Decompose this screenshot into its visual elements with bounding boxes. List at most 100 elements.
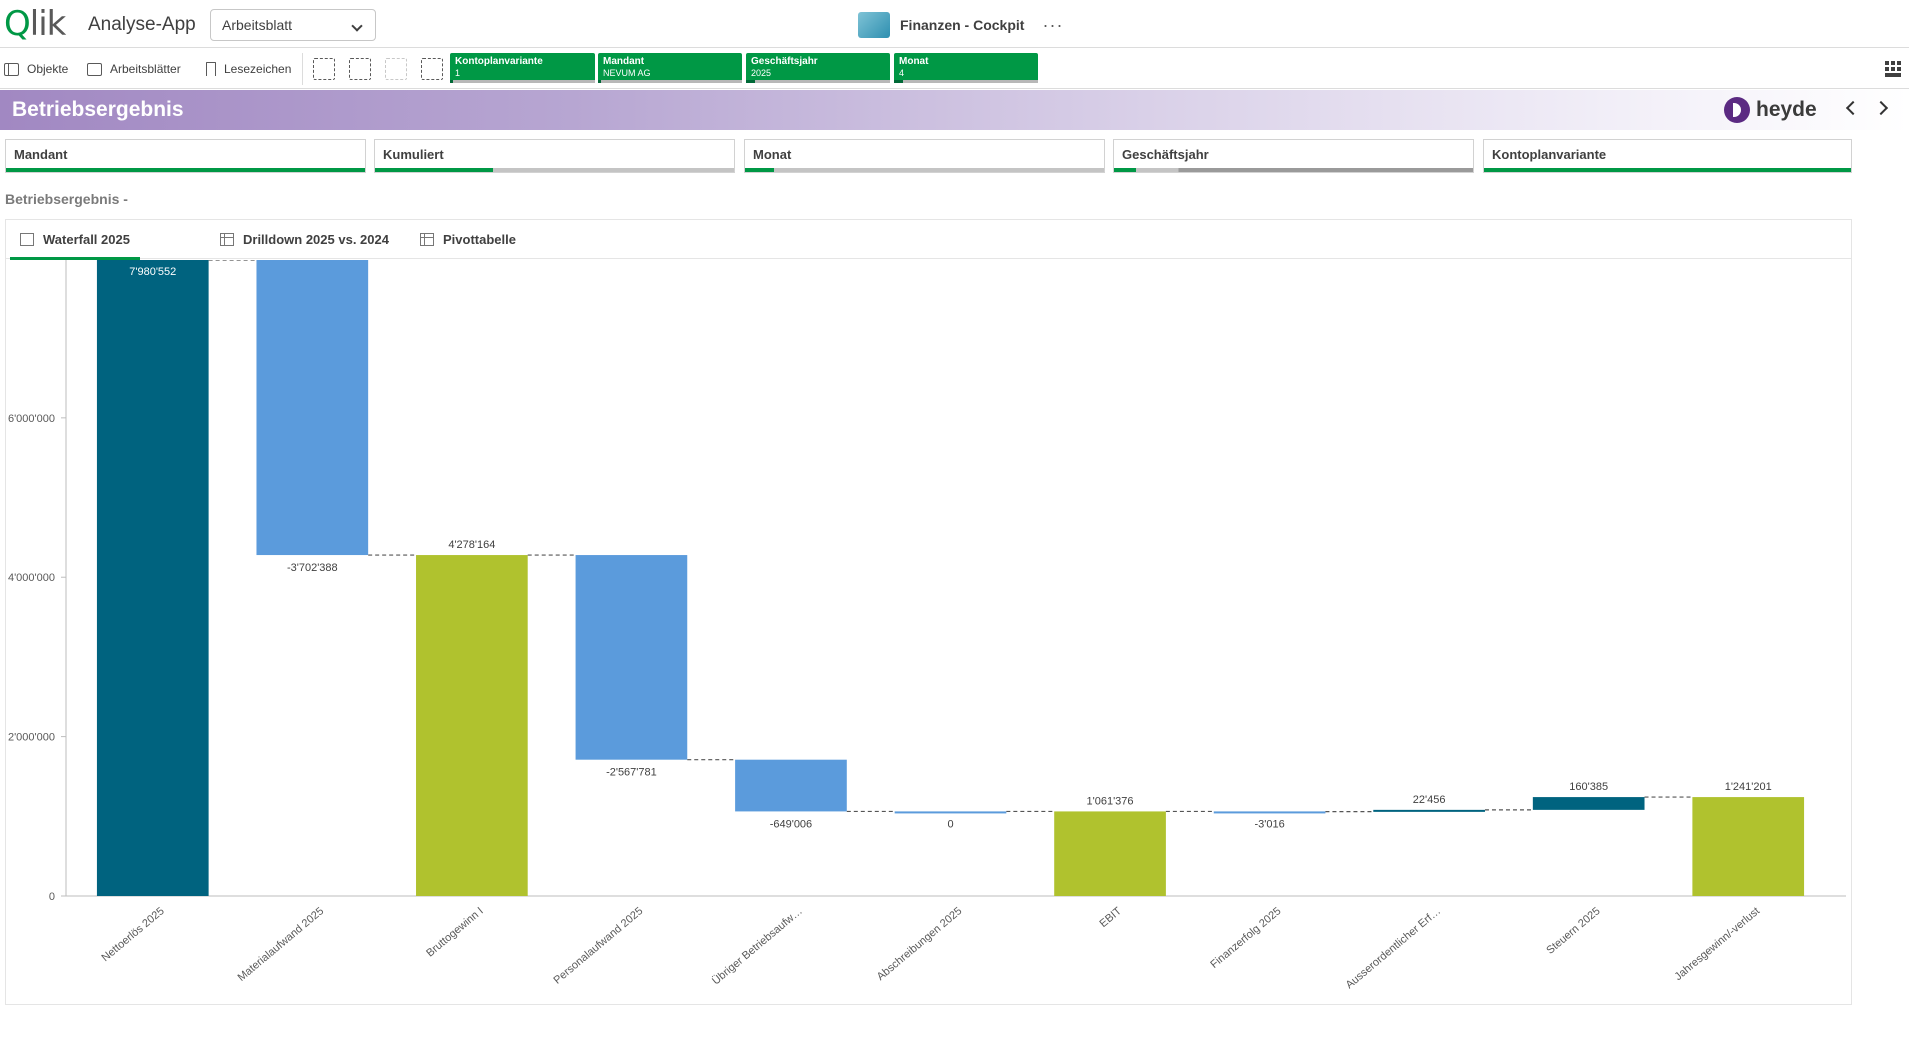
next-sheet-icon[interactable] xyxy=(1873,100,1889,116)
filter-label: Monat xyxy=(753,147,792,162)
category-label: Personalaufwand 2025 xyxy=(551,905,645,987)
bar-value-label: -649'006 xyxy=(770,818,812,830)
category-label: Jahresgewinn/-verlust xyxy=(1672,905,1762,983)
chip-state-bar xyxy=(746,80,890,83)
filter-pane-kumuliert[interactable]: Kumuliert xyxy=(374,139,735,173)
y-tick-label: 0 xyxy=(49,891,55,903)
waterfall-bar xyxy=(96,260,209,896)
selection-chip-monat[interactable]: Monat 4 xyxy=(894,53,1038,83)
filter-label: Kumuliert xyxy=(383,147,444,162)
filter-label: Geschäftsjahr xyxy=(1122,147,1209,162)
bookmarks-button[interactable]: Lesezeichen xyxy=(206,59,291,79)
clear-selections-icon[interactable] xyxy=(421,58,443,80)
app-title: Finanzen - Cockpit xyxy=(900,17,1025,33)
waterfall-bar xyxy=(735,759,847,812)
tab-drilldown[interactable]: Drilldown 2025 vs. 2024 xyxy=(220,220,389,259)
filter-pane-geschaeftsjahr[interactable]: Geschäftsjahr xyxy=(1113,139,1474,173)
chip-value: 1 xyxy=(455,68,461,78)
bar-value-label: 4'278'164 xyxy=(448,539,495,551)
category-label: EBIT xyxy=(1098,905,1125,930)
chip-field: Geschäftsjahr xyxy=(751,56,818,67)
filter-state-bar xyxy=(375,168,734,172)
category-label: Nettoerlös 2025 xyxy=(99,905,166,964)
tab-pivot[interactable]: Pivottabelle xyxy=(420,220,516,259)
sheet-select[interactable]: Arbeitsblatt xyxy=(210,9,376,41)
chip-value: NEVUM AG xyxy=(603,68,651,78)
waterfall-chart[interactable]: 0 2'000'000 4'000'000 6'000'000 7'980'552 Net… xyxy=(6,260,1851,1004)
bar-value-label: 7'980'552 xyxy=(129,266,176,278)
brand-logo: heyde xyxy=(1724,96,1817,124)
filter-label: Kontoplanvariante xyxy=(1492,147,1607,162)
bar-value-label: -3'016 xyxy=(1254,819,1284,831)
chip-state-bar xyxy=(598,80,742,83)
waterfall-bar xyxy=(1373,809,1485,812)
category-label: Bruttogewinn I xyxy=(424,905,486,959)
filter-state-bar xyxy=(1484,168,1851,172)
filter-pane-kontoplanvariante[interactable]: Kontoplanvariante xyxy=(1483,139,1852,173)
panel-icon xyxy=(4,62,19,76)
bookmarks-label: Lesezeichen xyxy=(224,62,292,76)
bar-value-label: 0 xyxy=(947,818,953,830)
selection-chip-geschaeftsjahr[interactable]: Geschäftsjahr 2025 xyxy=(746,53,890,83)
chip-state-bar xyxy=(894,80,1038,83)
bar-value-label: 160'385 xyxy=(1569,781,1608,793)
selection-chip-kontoplanvariante[interactable]: Kontoplanvariante 1 xyxy=(450,53,595,83)
bar-value-label: 1'241'201 xyxy=(1725,781,1772,793)
grid-layout-icon[interactable] xyxy=(1885,61,1901,77)
filter-label: Mandant xyxy=(14,147,68,162)
category-label: Abschreibungen 2025 xyxy=(875,905,965,983)
tab-waterfall[interactable]: Waterfall 2025 xyxy=(10,220,140,260)
category-label: Ausserordentlicher Erf… xyxy=(1344,905,1444,991)
brand-name: heyde xyxy=(1756,98,1817,121)
bar-value-label: 1'061'376 xyxy=(1087,795,1134,807)
waterfall-bar xyxy=(1532,797,1645,810)
waterfall-bar xyxy=(575,555,688,760)
previous-sheet-icon[interactable] xyxy=(1845,100,1861,116)
step-forward-icon[interactable] xyxy=(385,58,407,80)
table-icon xyxy=(420,233,434,246)
app-thumbnail-icon xyxy=(858,12,890,38)
app-name: Analyse-App xyxy=(88,14,196,35)
y-tick-label: 4'000'000 xyxy=(8,572,55,584)
table-icon xyxy=(220,233,234,246)
sheets-button[interactable]: Arbeitsblätter xyxy=(87,59,181,79)
tab-label: Pivottabelle xyxy=(443,232,516,247)
chart-container: Waterfall 2025 Drilldown 2025 vs. 2024 P… xyxy=(5,219,1852,1005)
tab-label: Waterfall 2025 xyxy=(43,232,130,247)
category-label: Finanzerfolg 2025 xyxy=(1208,905,1283,971)
step-back-icon[interactable] xyxy=(349,58,371,80)
waterfall-bar xyxy=(894,811,1007,814)
sheets-label: Arbeitsblätter xyxy=(110,62,181,76)
filter-state-bar xyxy=(1114,168,1473,172)
sheets-icon xyxy=(87,62,102,76)
waterfall-bar xyxy=(1213,811,1326,814)
bar-value-label: -2'567'781 xyxy=(606,767,657,779)
bookmark-icon xyxy=(206,62,216,76)
chip-field: Mandant xyxy=(603,56,645,67)
qlik-logo[interactable]: Qlik xyxy=(4,4,66,44)
chip-state-bar xyxy=(450,80,595,83)
smart-search-icon[interactable] xyxy=(313,58,335,80)
chip-field: Monat xyxy=(899,56,929,67)
top-bar: Qlik Analyse-App Arbeitsblatt Finanzen -… xyxy=(0,0,1909,48)
waterfall-icon xyxy=(20,233,34,246)
sheet-select-label: Arbeitsblatt xyxy=(222,17,293,33)
bar-value-label: 22'456 xyxy=(1413,794,1446,806)
objects-button[interactable]: Objekte xyxy=(4,59,68,79)
category-label: Übriger Betriebsaufw… xyxy=(710,905,805,987)
app-title-area[interactable]: Finanzen - Cockpit ··· xyxy=(858,10,1063,40)
selection-toolbar: Objekte Arbeitsblätter Lesezeichen Konto… xyxy=(0,49,1909,89)
waterfall-bar xyxy=(1054,811,1166,896)
filter-pane-monat[interactable]: Monat xyxy=(744,139,1105,173)
tab-label: Drilldown 2025 vs. 2024 xyxy=(243,232,389,247)
waterfall-bar xyxy=(256,260,369,556)
category-label: Steuern 2025 xyxy=(1544,905,1602,957)
y-tick-label: 6'000'000 xyxy=(8,413,55,425)
filter-pane-mandant[interactable]: Mandant xyxy=(5,139,366,173)
sheet-header: Betriebsergebnis heyde xyxy=(0,90,1909,130)
sheet-title: Betriebsergebnis xyxy=(12,98,184,121)
bar-value-label: -3'702'388 xyxy=(287,562,338,574)
selection-chip-mandant[interactable]: Mandant NEVUM AG xyxy=(598,53,742,83)
more-options-icon[interactable]: ··· xyxy=(1042,14,1064,35)
heyde-logo-icon xyxy=(1724,97,1750,123)
